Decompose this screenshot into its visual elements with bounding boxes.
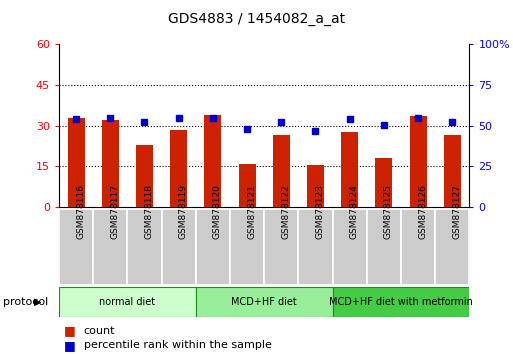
- Bar: [401, 209, 435, 285]
- Text: GSM878117: GSM878117: [110, 184, 120, 239]
- Text: GSM878126: GSM878126: [418, 184, 427, 239]
- Bar: [409, 116, 427, 207]
- Bar: [162, 209, 196, 285]
- Bar: [264, 209, 299, 285]
- Text: GSM878127: GSM878127: [452, 184, 461, 239]
- Bar: [376, 158, 392, 207]
- Bar: [230, 209, 264, 285]
- Text: GSM878122: GSM878122: [281, 184, 290, 239]
- Bar: [127, 209, 162, 285]
- Bar: [68, 118, 85, 207]
- Text: protocol: protocol: [3, 297, 48, 307]
- Text: MCD+HF diet with metformin: MCD+HF diet with metformin: [329, 297, 473, 307]
- Bar: [59, 287, 196, 317]
- Bar: [341, 132, 358, 207]
- Bar: [444, 135, 461, 207]
- Bar: [102, 120, 119, 207]
- Text: count: count: [84, 326, 115, 336]
- Text: GSM878124: GSM878124: [350, 184, 359, 239]
- Text: ■: ■: [64, 325, 76, 337]
- Text: GSM878121: GSM878121: [247, 184, 256, 239]
- Text: ■: ■: [64, 339, 76, 352]
- Text: GSM878118: GSM878118: [145, 184, 153, 239]
- Text: ▶: ▶: [34, 297, 41, 307]
- Bar: [332, 287, 469, 317]
- Text: MCD+HF diet: MCD+HF diet: [231, 297, 297, 307]
- Bar: [307, 165, 324, 207]
- Bar: [170, 130, 187, 207]
- Text: GSM878123: GSM878123: [315, 184, 325, 239]
- Bar: [332, 209, 367, 285]
- Bar: [196, 287, 332, 317]
- Bar: [299, 209, 332, 285]
- Text: GSM878125: GSM878125: [384, 184, 393, 239]
- Bar: [59, 209, 93, 285]
- Bar: [204, 115, 222, 207]
- Bar: [239, 164, 255, 207]
- Bar: [435, 209, 469, 285]
- Text: normal diet: normal diet: [100, 297, 155, 307]
- Text: GSM878120: GSM878120: [213, 184, 222, 239]
- Bar: [367, 209, 401, 285]
- Text: GDS4883 / 1454082_a_at: GDS4883 / 1454082_a_at: [168, 12, 345, 27]
- Text: GSM878119: GSM878119: [179, 184, 188, 239]
- Bar: [273, 135, 290, 207]
- Bar: [136, 145, 153, 207]
- Bar: [196, 209, 230, 285]
- Text: percentile rank within the sample: percentile rank within the sample: [84, 340, 271, 350]
- Bar: [93, 209, 127, 285]
- Text: GSM878116: GSM878116: [76, 184, 85, 239]
